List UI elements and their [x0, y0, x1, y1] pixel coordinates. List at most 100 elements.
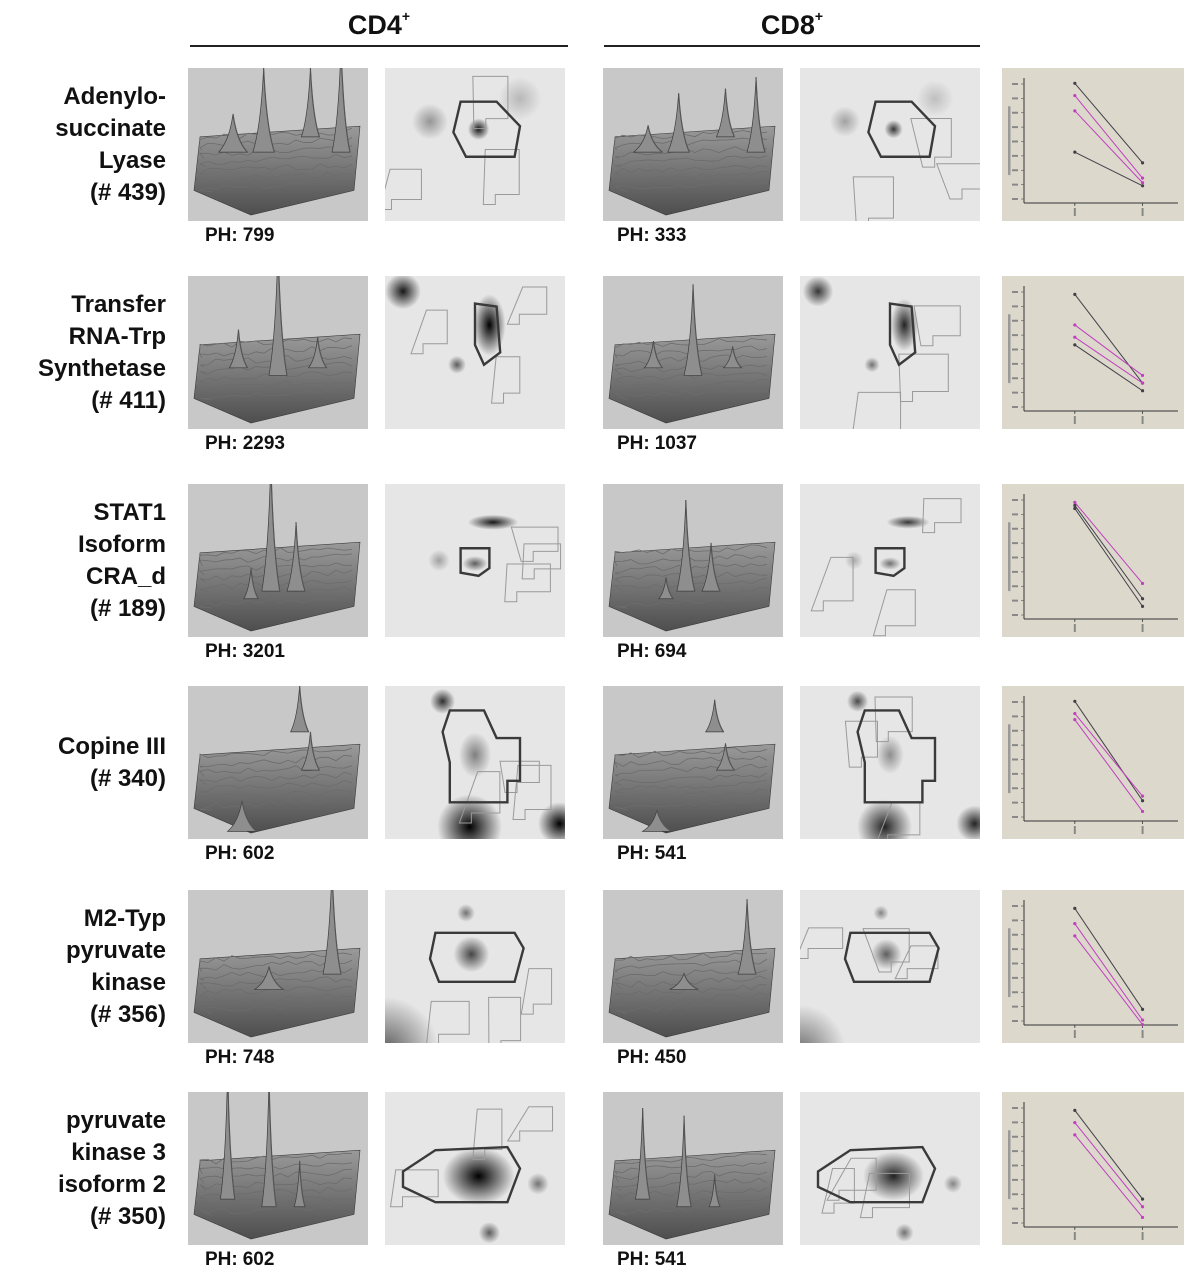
peak-height-cd8: PH: 450: [617, 1047, 686, 1069]
peak-height-label: PH:: [617, 1047, 650, 1068]
protein-label-line: pyruvate: [65, 1106, 166, 1134]
protein-label-line: STAT1: [93, 498, 166, 526]
protein-label-line: Adenylo-: [63, 82, 166, 110]
gel-image-cd8: [800, 276, 980, 429]
surface-plot-cd8: [603, 1092, 783, 1245]
peak-height-cd8: PH: 541: [617, 843, 686, 865]
abundance-plot: [1002, 686, 1184, 839]
peak-height-label: PH:: [205, 641, 238, 662]
peak-height-cd4: PH: 2293: [205, 433, 285, 455]
protein-label-line: kinase: [91, 968, 166, 996]
column-header-cd8-text: CD8: [760, 10, 815, 40]
protein-label-line: Copine III: [58, 732, 166, 760]
protein-label-line: (# 411): [91, 386, 166, 414]
surface-plot-cd8: [603, 686, 783, 839]
protein-label: pyruvate kinase 3 isoform 2 (# 350): [0, 1105, 166, 1233]
protein-label-line: CRA_d: [85, 562, 166, 590]
peak-height-label: PH:: [205, 1249, 238, 1270]
peak-height-cd8: PH: 694: [617, 641, 686, 663]
column-header-cd8-sup: +: [814, 8, 824, 24]
protein-label-line: Isoform: [77, 530, 166, 558]
peak-height-value: 3201: [242, 641, 286, 662]
gel-image-cd4: [385, 68, 565, 221]
peak-height-label: PH:: [617, 843, 650, 864]
peak-height-value: 333: [654, 225, 687, 246]
peak-height-label: PH:: [617, 1249, 650, 1270]
protein-label-line: (# 189): [89, 594, 166, 622]
protein-label-line: (# 350): [89, 1202, 166, 1230]
peak-height-cd4: PH: 748: [205, 1047, 274, 1069]
protein-label-line: Lyase: [98, 146, 166, 174]
column-header-cd8: CD8+: [604, 8, 980, 41]
peak-height-label: PH:: [205, 843, 238, 864]
abundance-plot: [1002, 890, 1184, 1043]
gel-image-cd8: [800, 890, 980, 1043]
surface-plot-cd4: [188, 484, 368, 637]
surface-plot-cd8: [603, 68, 783, 221]
column-rule-cd4: [190, 45, 568, 47]
gel-image-cd8: [800, 484, 980, 637]
peak-height-cd4: PH: 799: [205, 225, 274, 247]
gel-image-cd8: [800, 68, 980, 221]
peak-height-value: 799: [242, 225, 275, 246]
peak-height-value: 541: [654, 843, 687, 864]
surface-plot-cd4: [188, 276, 368, 429]
peak-height-value: 1037: [654, 433, 698, 454]
peak-height-label: PH:: [617, 641, 650, 662]
protein-label: Transfer RNA-Trp Synthetase (# 411): [0, 289, 166, 417]
protein-label-line: isoform 2: [57, 1170, 166, 1198]
surface-plot-cd4: [188, 68, 368, 221]
peak-height-value: 602: [242, 1249, 275, 1270]
peak-height-label: PH:: [205, 225, 238, 246]
protein-label-line: Transfer: [71, 290, 166, 318]
column-header-cd4: CD4+: [190, 8, 568, 41]
protein-label-line: (# 340): [89, 764, 166, 792]
protein-label: Adenylo-succinate Lyase (# 439): [0, 81, 166, 209]
protein-label: M2-Typ pyruvate kinase (# 356): [0, 903, 166, 1031]
protein-label-line: Synthetase: [37, 354, 166, 382]
gel-image-cd4: [385, 890, 565, 1043]
gel-image-cd4: [385, 484, 565, 637]
protein-label-line: RNA-Trp: [68, 322, 166, 350]
protein-label: Copine III (# 340): [0, 731, 166, 795]
column-rule-cd8: [604, 45, 980, 47]
protein-label: STAT1 Isoform CRA_d (# 189): [0, 497, 166, 625]
abundance-plot: [1002, 276, 1184, 429]
peak-height-cd4: PH: 602: [205, 843, 274, 865]
surface-plot-cd8: [603, 890, 783, 1043]
surface-plot-cd8: [603, 484, 783, 637]
peak-height-cd4: PH: 602: [205, 1249, 274, 1271]
abundance-plot: [1002, 484, 1184, 637]
surface-plot-cd4: [188, 1092, 368, 1245]
surface-plot-cd8: [603, 276, 783, 429]
protein-label-line: kinase 3: [71, 1138, 166, 1166]
gel-image-cd4: [385, 1092, 565, 1245]
peak-height-value: 602: [242, 843, 275, 864]
column-header-cd4-sup: +: [401, 8, 411, 24]
abundance-plot: [1002, 68, 1184, 221]
gel-image-cd8: [800, 1092, 980, 1245]
surface-plot-cd4: [188, 686, 368, 839]
peak-height-cd8: PH: 541: [617, 1249, 686, 1271]
peak-height-value: 694: [654, 641, 687, 662]
peak-height-label: PH:: [617, 225, 650, 246]
protein-label-line: pyruvate: [65, 936, 166, 964]
gel-image-cd4: [385, 686, 565, 839]
protein-label-line: M2-Typ: [83, 904, 166, 932]
peak-height-value: 2293: [242, 433, 286, 454]
peak-height-cd8: PH: 333: [617, 225, 686, 247]
peak-height-value: 748: [242, 1047, 275, 1068]
surface-plot-cd4: [188, 890, 368, 1043]
column-header-cd4-text: CD4: [347, 10, 402, 40]
peak-height-value: 450: [654, 1047, 687, 1068]
peak-height-label: PH:: [205, 1047, 238, 1068]
gel-image-cd8: [800, 686, 980, 839]
protein-label-line: (# 439): [89, 178, 166, 206]
abundance-plot: [1002, 1092, 1184, 1245]
gel-image-cd4: [385, 276, 565, 429]
peak-height-cd4: PH: 3201: [205, 641, 285, 663]
peak-height-label: PH:: [617, 433, 650, 454]
peak-height-cd8: PH: 1037: [617, 433, 697, 455]
protein-label-line: succinate: [55, 114, 166, 142]
peak-height-label: PH:: [205, 433, 238, 454]
